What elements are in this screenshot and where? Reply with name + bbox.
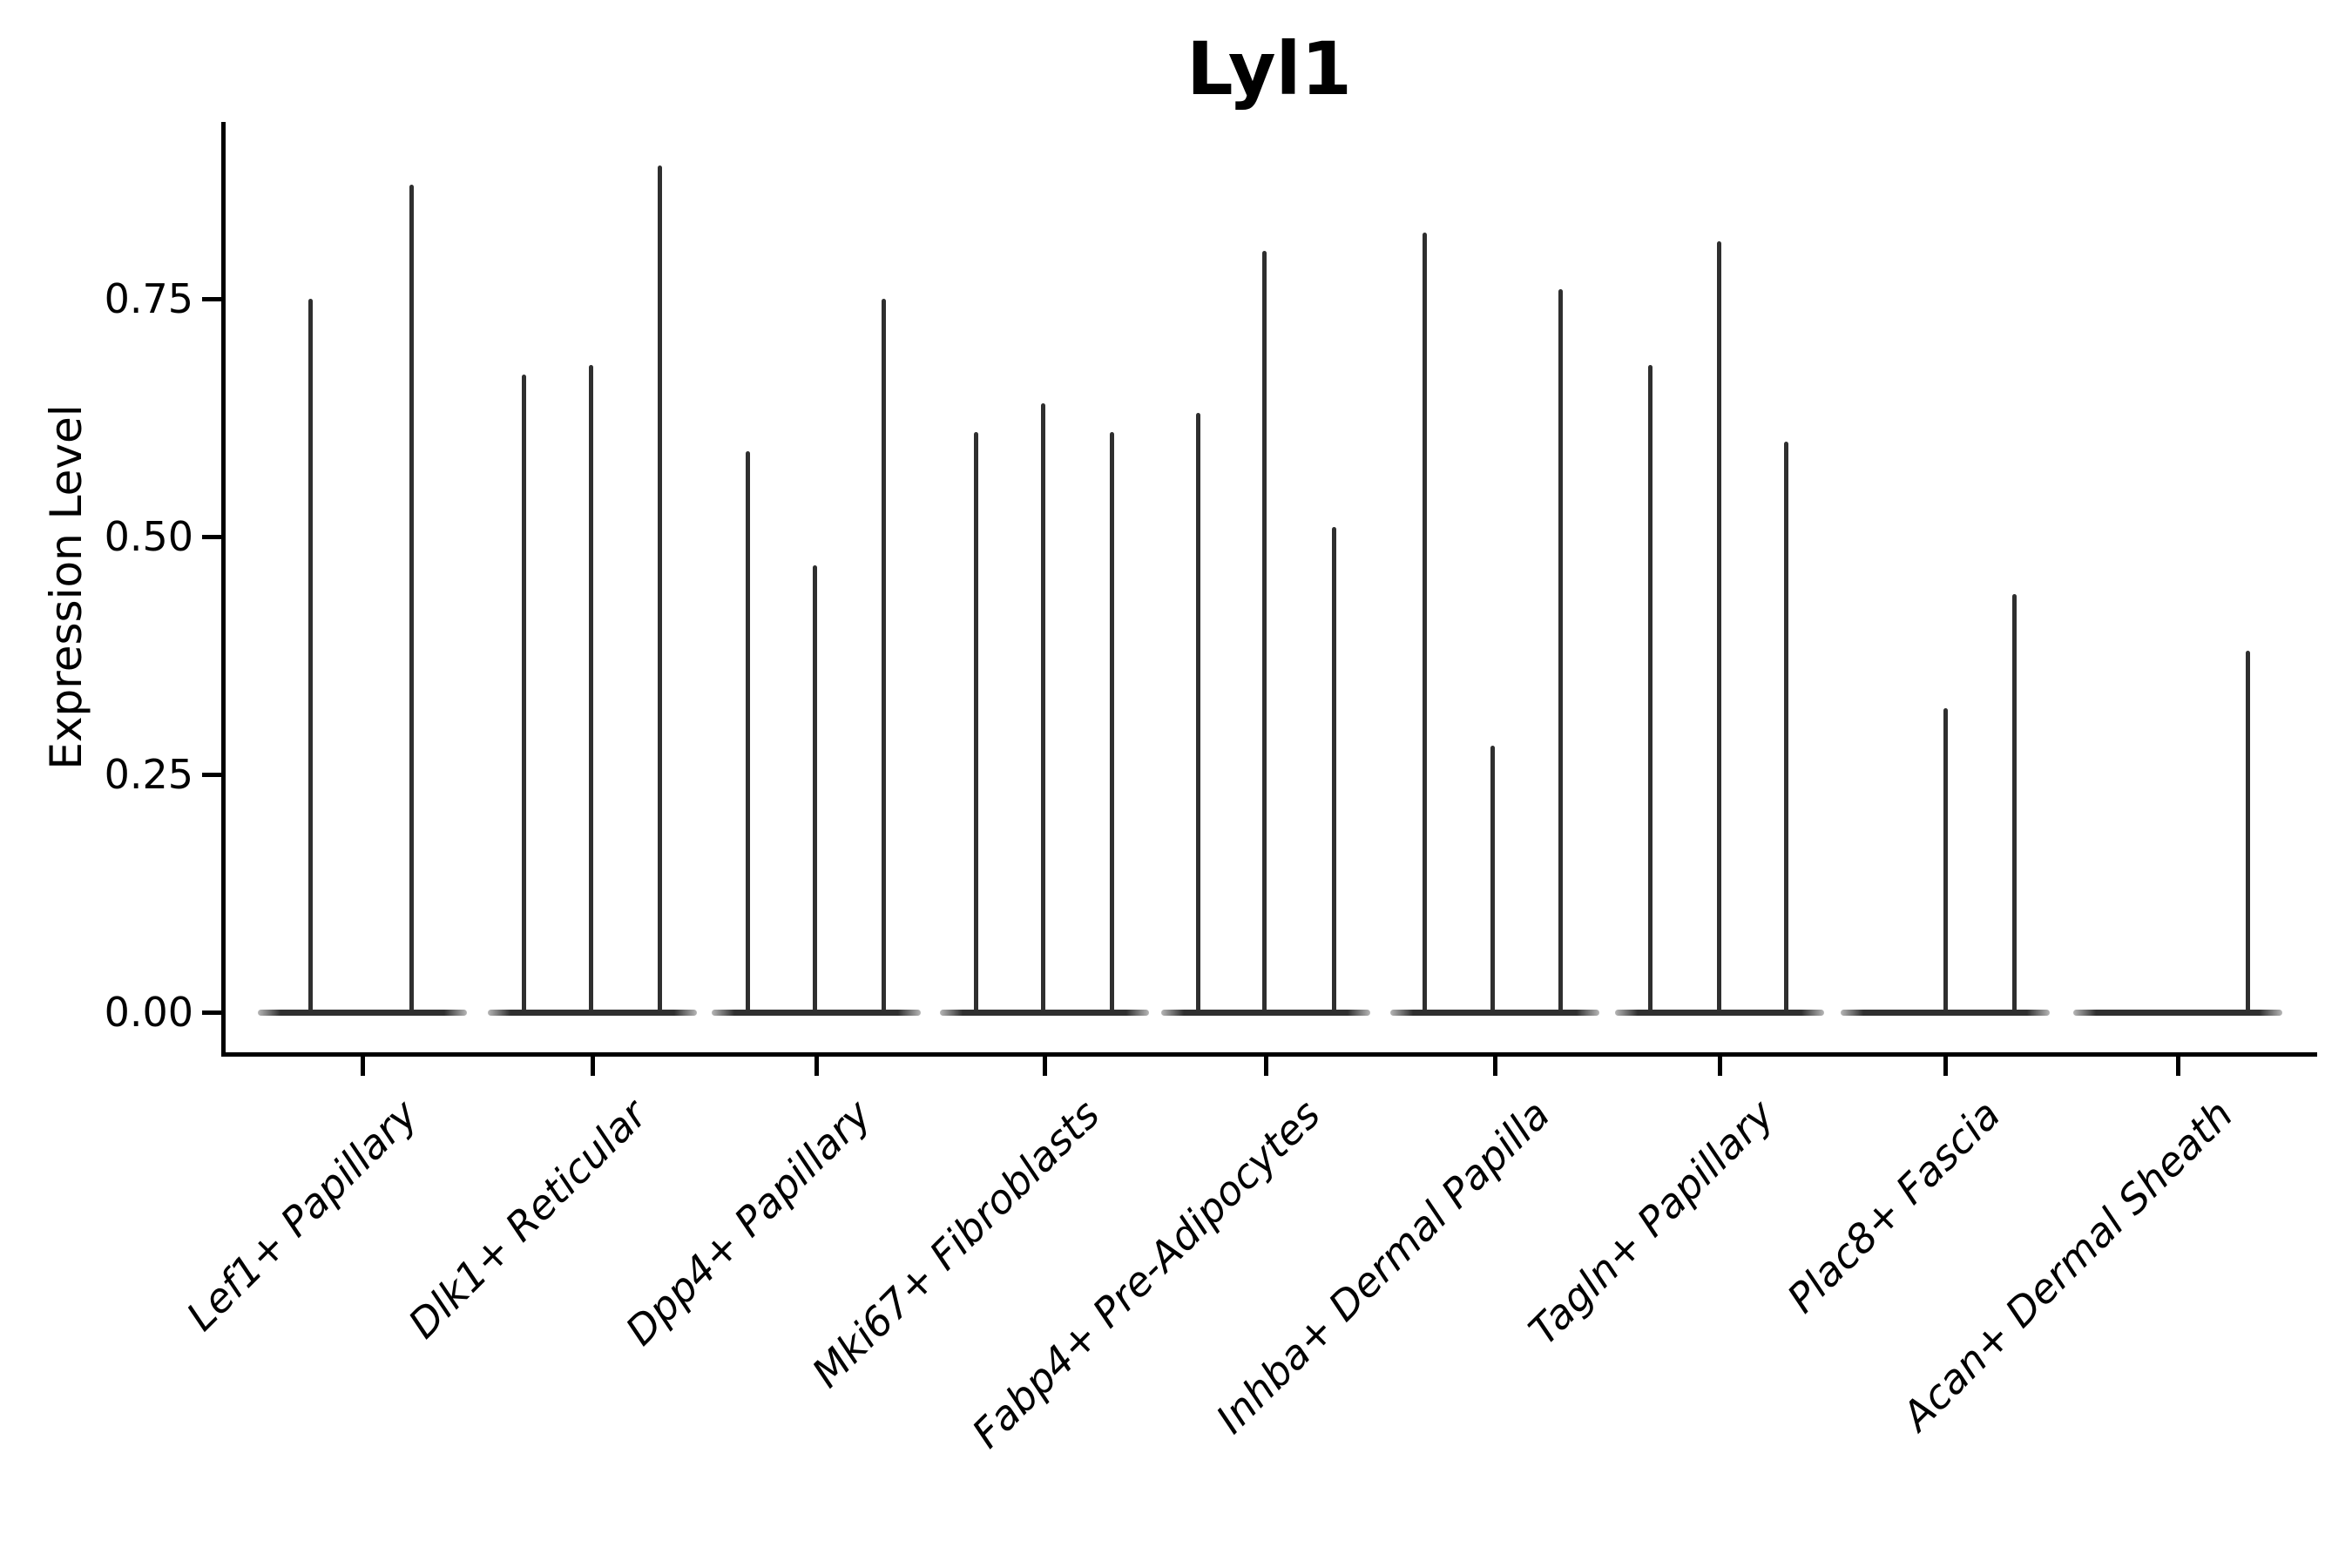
violin-spike <box>1716 241 1721 1012</box>
violin-spike <box>409 184 414 1012</box>
violin-baseline <box>712 1010 921 1016</box>
violin-baseline <box>2073 1010 2282 1016</box>
violin-spike <box>1647 365 1652 1012</box>
violin-spike <box>1261 251 1267 1012</box>
violin-spike <box>308 299 313 1012</box>
x-tick-label: Lef1+ Papillary <box>177 1091 427 1340</box>
violin-spike <box>1490 746 1495 1012</box>
violin-spike <box>973 431 978 1012</box>
violin-spike <box>1783 441 1788 1012</box>
y-tick-label: 0.75 <box>104 275 193 322</box>
y-tick <box>202 772 221 777</box>
x-tick-label: Dlk1+ Reticular <box>399 1091 657 1348</box>
violin-spike <box>1109 431 1114 1012</box>
violin-spike <box>1040 403 1045 1012</box>
x-tick <box>2175 1057 2180 1076</box>
y-axis-spine <box>221 122 226 1057</box>
violin-baseline <box>1615 1010 1824 1016</box>
x-tick-label: Plac8+ Fascia <box>1777 1091 2010 1322</box>
violin-baseline <box>940 1010 1149 1016</box>
violin-spike <box>1195 413 1200 1012</box>
y-tick <box>202 534 221 539</box>
x-tick <box>590 1057 595 1076</box>
x-tick <box>1263 1057 1268 1076</box>
violin-baseline <box>1161 1010 1370 1016</box>
y-tick-label: 0.00 <box>104 989 193 1036</box>
violin-baseline <box>1390 1010 1599 1016</box>
violin-spike <box>1943 707 1948 1012</box>
violin-spike <box>588 365 593 1012</box>
violin-spike <box>2011 593 2017 1012</box>
x-tick-label: Tagln+ Papillary <box>1519 1091 1784 1355</box>
violin-spike <box>521 375 526 1012</box>
x-tick <box>1943 1057 1948 1076</box>
violin-spike <box>1331 527 1336 1012</box>
x-tick <box>360 1057 365 1076</box>
x-tick <box>1717 1057 1722 1076</box>
x-axis-spine <box>221 1052 2317 1057</box>
x-tick-label: Dpp4+ Papillary <box>616 1091 881 1355</box>
y-tick <box>202 1010 221 1015</box>
violin-spike <box>1558 289 1563 1012</box>
violin-spike <box>657 166 662 1012</box>
violin-baseline <box>488 1010 697 1016</box>
violin-spike <box>1422 232 1427 1012</box>
violin-baseline <box>1841 1010 2050 1016</box>
y-axis-label: Expression Level <box>41 404 91 770</box>
y-tick-label: 0.50 <box>104 513 193 560</box>
chart-title: Lyl1 <box>1186 26 1352 112</box>
violin-spike <box>2245 651 2250 1012</box>
y-tick <box>202 296 221 301</box>
violin-spike <box>812 564 817 1012</box>
x-tick <box>814 1057 819 1076</box>
x-tick <box>1492 1057 1497 1076</box>
violin-spike <box>745 450 750 1012</box>
y-tick-label: 0.25 <box>104 751 193 798</box>
violin-baseline <box>258 1010 467 1016</box>
x-tick <box>1042 1057 1047 1076</box>
violin-spike <box>881 299 886 1012</box>
